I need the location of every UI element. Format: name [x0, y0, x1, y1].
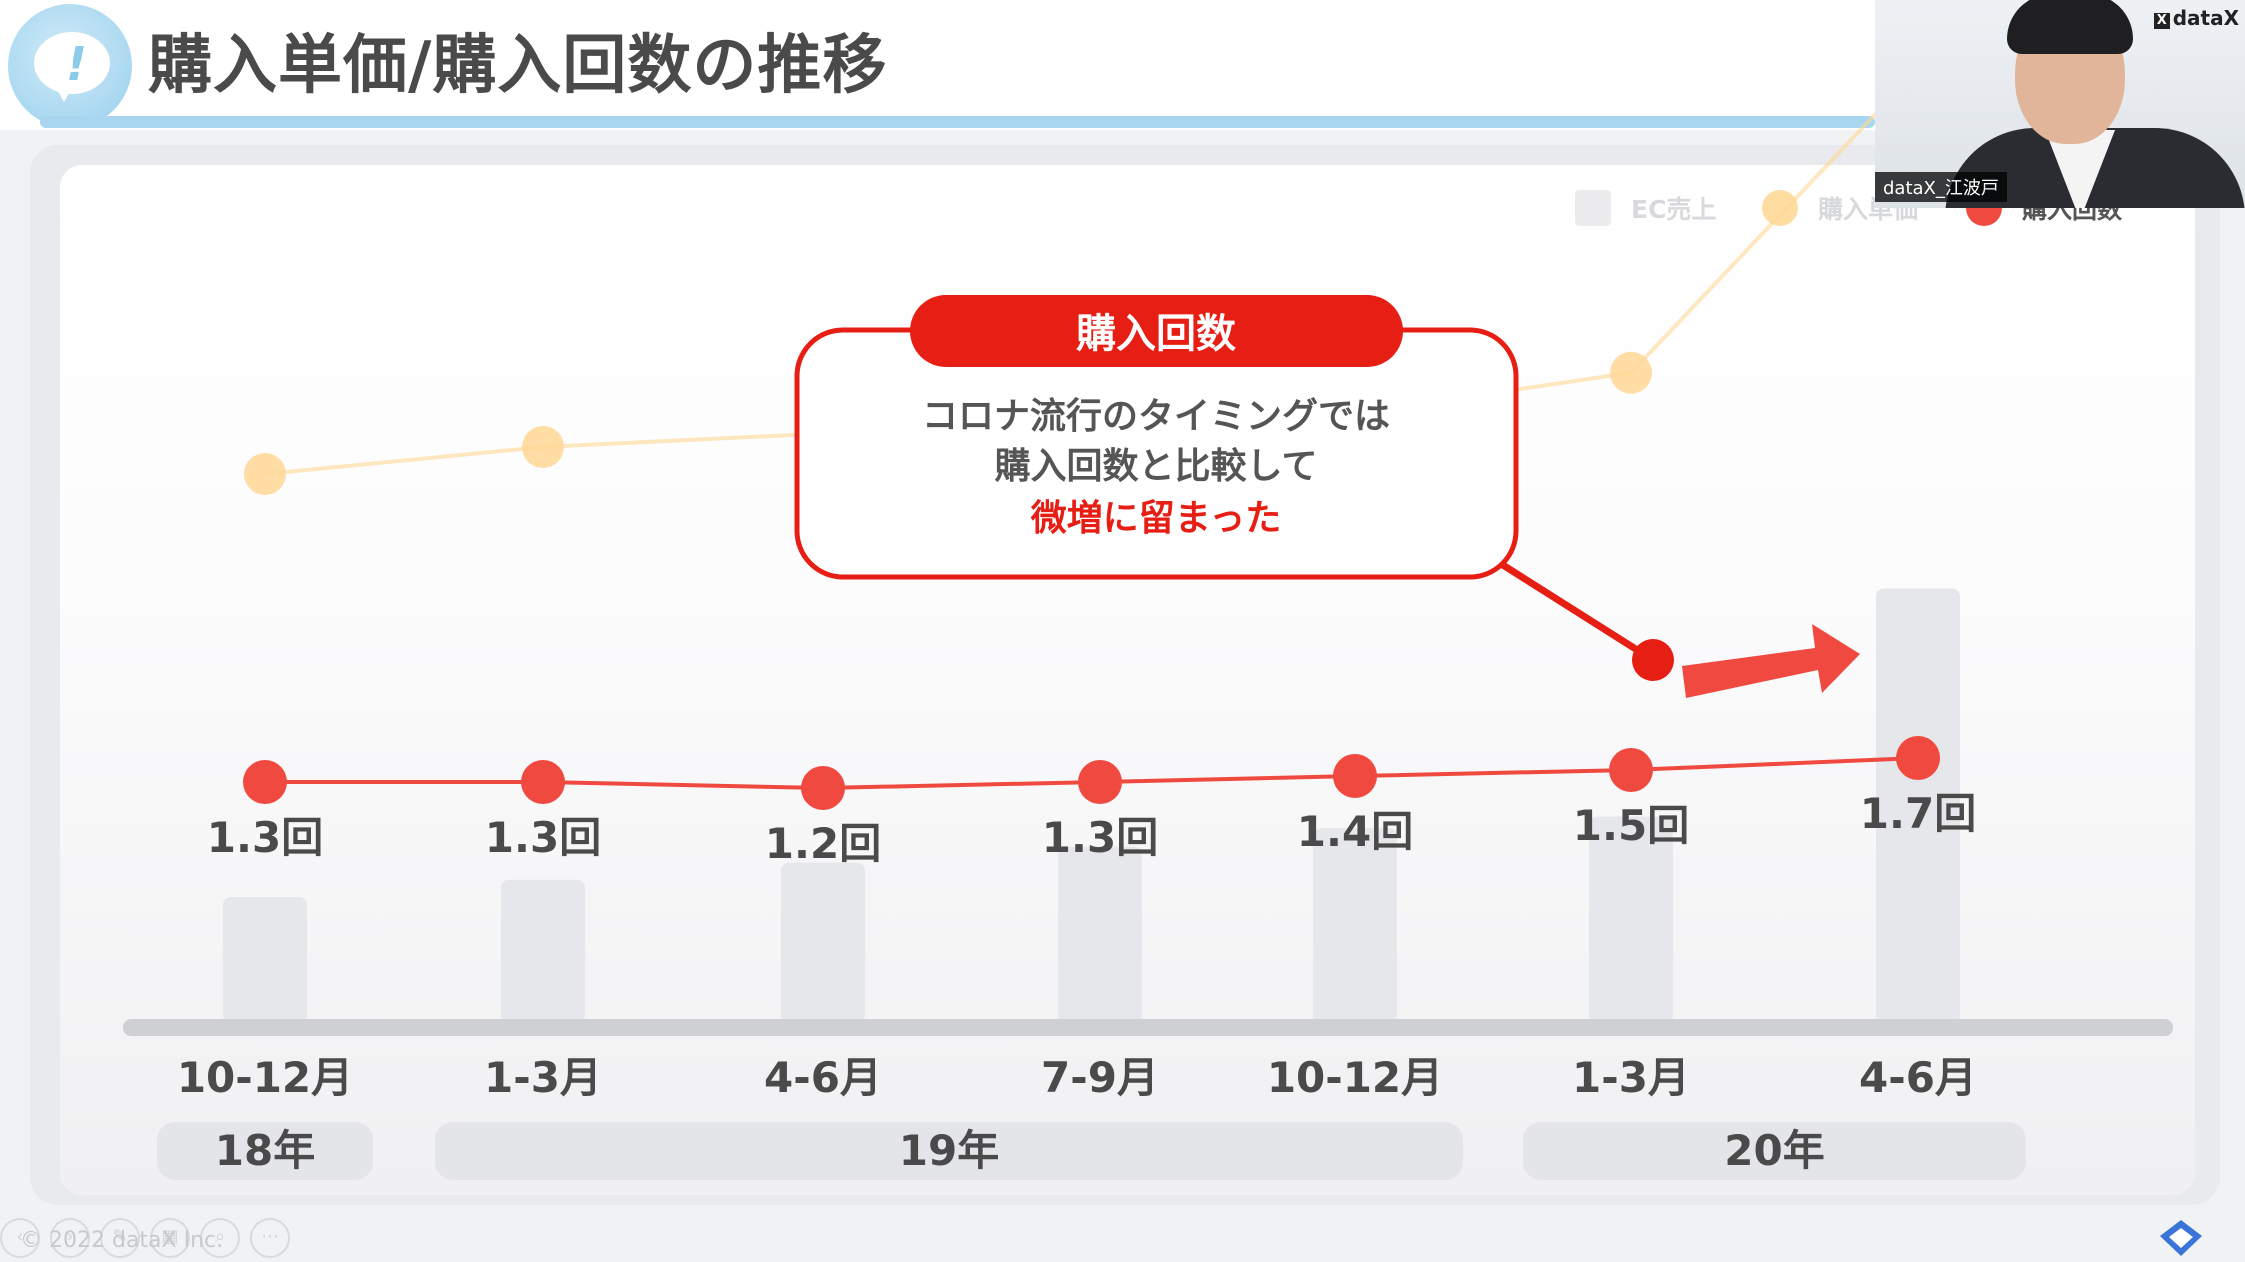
- exclamation-bubble-icon: !: [8, 4, 132, 128]
- x-tick-label: 7-9月: [1041, 1053, 1159, 1102]
- ec-bar: [1589, 816, 1673, 1023]
- count-data-label: 1.7回: [1860, 789, 1976, 838]
- count-point: [243, 760, 287, 804]
- more-icon[interactable]: ⋯: [250, 1218, 290, 1258]
- x-tick-label: 1-3月: [1572, 1053, 1690, 1102]
- year-group-band: [157, 1122, 373, 1180]
- brand-mark-icon: X: [2153, 13, 2170, 29]
- count-point: [1609, 748, 1653, 792]
- count-data-label: 1.3回: [485, 813, 601, 862]
- count-point: [521, 760, 565, 804]
- legend-swatch-ec: [1575, 190, 1611, 226]
- callout: 購入回数 コロナ流行のタイミングでは 購入回数と比較して 微増に留まった: [794, 295, 1674, 681]
- year-group-label: 19年: [899, 1126, 999, 1175]
- x-axis-baseline: [123, 1019, 2173, 1036]
- count-point: [801, 766, 845, 810]
- legend-swatch-price: [1762, 190, 1798, 226]
- year-group-label: 18年: [215, 1126, 315, 1175]
- x-tick-label: 4-6月: [1859, 1053, 1977, 1102]
- price-point: [522, 426, 564, 468]
- callout-line1: コロナ流行のタイミングでは: [922, 396, 1390, 437]
- callout-pointer: [1491, 556, 1657, 664]
- ec-bar: [223, 897, 307, 1023]
- grid-icon[interactable]: ▦: [150, 1218, 190, 1258]
- slide-header: ! 購入単価/購入回数の推移: [0, 0, 2245, 130]
- count-point: [1896, 736, 1940, 780]
- prev-icon[interactable]: ‹: [0, 1218, 40, 1258]
- right-arrow-icon: [1682, 624, 1860, 698]
- price-point: [1610, 351, 1652, 394]
- count-point: [1078, 760, 1122, 804]
- count-data-label: 1.4回: [1297, 807, 1413, 856]
- zoom-icon[interactable]: ⌕: [200, 1218, 240, 1258]
- legend-label-ec: EC売上: [1631, 195, 1717, 224]
- ec-bar: [1313, 828, 1397, 1023]
- year-group-band: [435, 1122, 1463, 1180]
- copyright: © 2022 dataX Inc.: [20, 1228, 224, 1253]
- edit-icon[interactable]: ✎: [100, 1218, 140, 1258]
- title-underline: [40, 116, 1875, 128]
- legend-item-price: 購入単価: [1762, 188, 1918, 228]
- corner-logo-icon: [2160, 1220, 2202, 1256]
- year-group-label: 20年: [1724, 1126, 1824, 1175]
- participant-name: dataX_江波戸: [1875, 172, 2007, 202]
- callout-highlight: 微増に留まった: [1030, 498, 1282, 539]
- ec-bar: [1058, 846, 1142, 1023]
- ec-bar: [501, 879, 585, 1023]
- slide-title: 購入単価/購入回数の推移: [148, 29, 888, 103]
- x-tick-label: 10-12月: [177, 1053, 353, 1102]
- x-tick-label: 4-6月: [764, 1053, 882, 1102]
- ec-bar: [781, 862, 865, 1023]
- callout-line2: 購入回数と比較して: [995, 446, 1318, 487]
- count-data-label: 1.2回: [765, 819, 881, 868]
- slide-controls: ‹ › ✎ ▦ ⌕ ⋯: [0, 1218, 300, 1258]
- count-data-label: 1.3回: [207, 813, 323, 862]
- x-tick-label: 10-12月: [1267, 1053, 1443, 1102]
- price-point: [244, 453, 286, 495]
- count-point: [1333, 754, 1377, 798]
- count-data-label: 1.3回: [1042, 813, 1158, 862]
- callout-title-pill: [910, 295, 1403, 367]
- callout-title: 購入回数: [1076, 311, 1236, 357]
- year-group-band: [1523, 1122, 2026, 1180]
- count-data-label: 1.5回: [1573, 801, 1689, 850]
- legend-item-ec: EC売上: [1575, 188, 1716, 228]
- callout-pointer-dot: [1632, 639, 1674, 681]
- ec-bar: [1876, 588, 1960, 1023]
- x-tick-label: 1-3月: [484, 1053, 602, 1102]
- next-icon[interactable]: ›: [50, 1218, 90, 1258]
